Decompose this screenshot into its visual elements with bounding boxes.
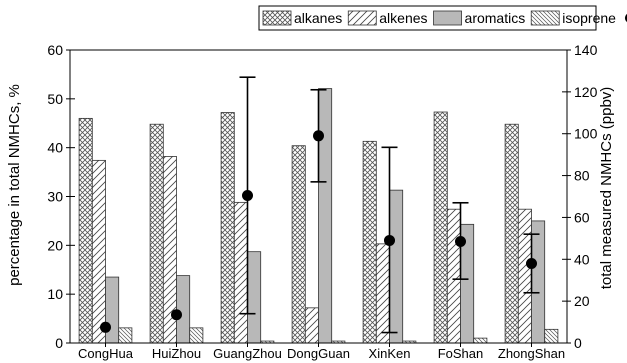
x-tick-label: GuangZhou	[213, 346, 282, 361]
legend-swatch-alkenes	[347, 10, 377, 26]
bar-aromatics-XinKen	[389, 189, 404, 344]
y2-tick-label: 20	[574, 293, 590, 309]
bar-aromatics-ZhongShan	[531, 220, 546, 344]
x-tick-label: FoShan	[438, 346, 484, 361]
axes-layer: 0 10 20 30 40 50 60 0 20 40 60 80 100 120 140 CongHua Hu…	[47, 42, 597, 361]
bar-alkanes-FoShan	[433, 111, 448, 344]
y2-tick-label: 140	[574, 42, 598, 58]
bar-isoprene-FoShan	[473, 337, 488, 344]
y-tick-label: 0	[55, 335, 63, 351]
y2-tick-label: 100	[574, 126, 598, 142]
bar-aromatics-GuangZhou	[247, 251, 262, 344]
y2-tick-label: 80	[574, 168, 590, 184]
y2-tick-label: 40	[574, 251, 590, 267]
x-tick-label: XinKen	[369, 346, 411, 361]
y-axis-label: percentage in total NMHCs, %	[6, 84, 23, 286]
bar-aromatics-CongHua	[105, 276, 120, 344]
y2-tick-label: 60	[574, 209, 590, 225]
bar-alkenes-ZhongShan	[517, 208, 532, 344]
point-tvocs-HuiZhou	[171, 309, 182, 321]
bar-isoprene-ZhongShan	[544, 328, 559, 344]
point-tvocs-GuangZhou	[242, 189, 253, 201]
legend-label-alkenes: alkenes	[379, 10, 427, 26]
point-tvocs-ZhongShan	[526, 257, 537, 269]
bar-alkanes-HuiZhou	[149, 123, 164, 344]
bar-alkenes-GuangZhou	[233, 201, 248, 344]
y-tick-label: 20	[47, 237, 63, 253]
legend-label-aromatics: aromatics	[465, 10, 526, 26]
bar-alkenes-CongHua	[91, 159, 106, 344]
bar-aromatics-HuiZhou	[176, 275, 191, 344]
bar-alkanes-DongGuan	[291, 145, 306, 344]
points-layer	[100, 76, 540, 334]
legend-swatch-isoprene	[530, 10, 560, 26]
x-tick-label: HuiZhou	[152, 346, 201, 361]
bars-layer	[78, 88, 559, 344]
y-tick-label: 50	[47, 91, 63, 107]
x-tick-label: DongGuan	[287, 346, 350, 361]
bar-alkenes-XinKen	[375, 243, 390, 344]
y2-tick-label: 120	[574, 84, 598, 100]
point-tvocs-CongHua	[100, 321, 111, 333]
y2-axis-label: total measured NMHCs (ppbv)	[598, 87, 615, 290]
bar-alkanes-ZhongShan	[504, 123, 519, 344]
point-tvocs-DongGuan	[313, 130, 324, 142]
bar-alkanes-GuangZhou	[220, 112, 235, 344]
bar-alkenes-FoShan	[446, 208, 461, 344]
legend-label-isoprene: isoprene	[562, 10, 616, 26]
bar-alkanes-XinKen	[362, 140, 377, 344]
bar-alkanes-CongHua	[78, 117, 93, 344]
bar-isoprene-HuiZhou	[189, 327, 204, 344]
y-tick-label: 60	[47, 42, 63, 58]
x-tick-label: ZhongShan	[498, 346, 565, 361]
bar-aromatics-DongGuan	[318, 88, 333, 344]
legend-label-alkanes: alkanes	[294, 10, 342, 26]
point-tvocs-XinKen	[384, 234, 395, 246]
y-tick-label: 10	[47, 286, 63, 302]
x-tick-label: CongHua	[78, 346, 134, 361]
y-tick-label: 40	[47, 140, 63, 156]
y-tick-label: 30	[47, 189, 63, 205]
legend-marker-tvocs	[624, 13, 627, 23]
legend-swatch-alkanes	[262, 10, 292, 26]
bar-alkenes-DongGuan	[304, 307, 319, 344]
legend-swatch-aromatics	[433, 10, 462, 26]
y2-tick-label: 0	[574, 335, 582, 351]
legend: alkanesalkenesaromaticsisopreneTVOCs	[258, 5, 627, 31]
point-tvocs-FoShan	[455, 235, 466, 247]
bar-isoprene-CongHua	[118, 327, 133, 344]
